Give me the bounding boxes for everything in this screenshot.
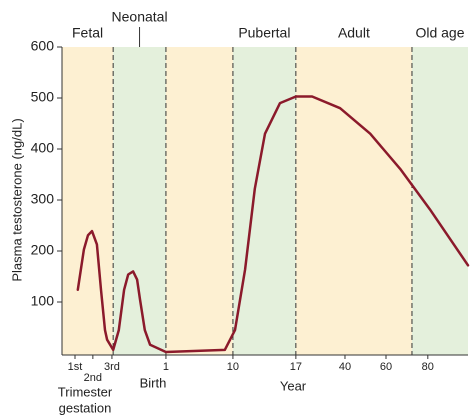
phase-band — [62, 47, 114, 355]
x-tick-label: 2nd — [84, 372, 102, 384]
birth-annotation: Birth — [140, 375, 167, 390]
gestation-annotation: gestation — [59, 400, 112, 415]
phase-label: Old age — [415, 25, 464, 41]
x-tick-label: 17 — [290, 361, 302, 373]
x-tick-label: 1 — [163, 361, 169, 373]
y-tick-label: 400 — [31, 140, 55, 156]
phase-band — [165, 47, 233, 355]
x-tick-label: 60 — [380, 361, 392, 373]
y-tick-label: 600 — [31, 38, 55, 54]
phase-label: Fetal — [72, 25, 103, 41]
testosterone-line — [76, 95, 470, 354]
y-tick-label: 200 — [31, 242, 55, 258]
x-tick-label: 1st — [68, 361, 83, 373]
plot-area — [61, 47, 468, 356]
phase-band — [295, 47, 412, 355]
phase-label: Pubertal — [238, 25, 290, 41]
phase-label: Adult — [338, 25, 370, 41]
x-tick-label: 80 — [422, 361, 434, 373]
y-tick-label: 500 — [31, 89, 55, 105]
x-tick-label: 10 — [227, 361, 239, 373]
phase-band — [232, 47, 296, 355]
phase-band — [411, 47, 468, 355]
x-tick-label: 40 — [339, 361, 351, 373]
x-tick-label: 3rd — [104, 361, 120, 373]
y-tick-label: 300 — [31, 191, 55, 207]
phase-label: Neonatal — [112, 9, 168, 25]
trimester-annotation: Trimester — [58, 384, 113, 399]
x-axis-label: Year — [280, 378, 307, 393]
y-axis-label: Plasma testosterone (ng/dL) — [9, 118, 24, 281]
y-tick-label: 100 — [31, 293, 55, 309]
